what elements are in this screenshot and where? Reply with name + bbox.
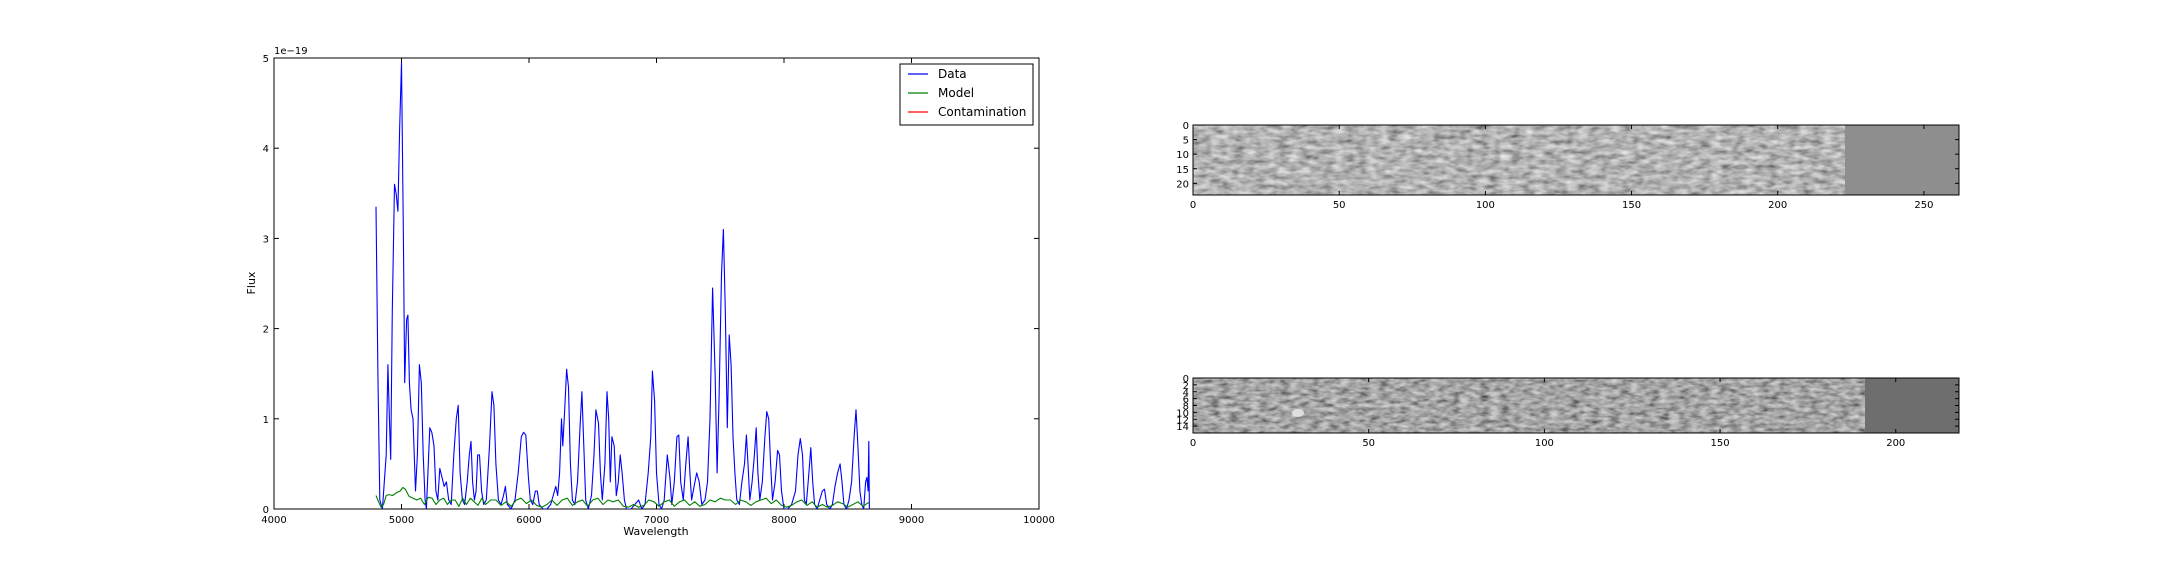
y-tick-label: 0 xyxy=(1183,121,1189,132)
y-tick-label: 0 xyxy=(263,505,269,516)
spectrum-x-axis-label: Wavelength xyxy=(623,525,688,538)
x-tick-label: 50 xyxy=(1333,200,1346,211)
legend-data-label: Data xyxy=(938,67,967,81)
spectrum-series xyxy=(375,61,870,509)
y-tick-label: 10 xyxy=(1176,408,1189,419)
y-tick-label: 2 xyxy=(1183,381,1189,392)
y-tick-label: 4 xyxy=(263,144,269,155)
y-tick-label: 8 xyxy=(1183,402,1189,413)
x-tick-label: 9000 xyxy=(899,515,924,526)
spectrum-axes-frame xyxy=(273,57,1040,510)
bottom-image-noise xyxy=(1193,378,1865,433)
x-tick-label: 150 xyxy=(1711,438,1730,449)
spectrum-legend: Data Model Contamination xyxy=(899,63,1034,126)
x-tick-label: 150 xyxy=(1622,200,1641,211)
spectrum-ticks: 4000 5000 6000 7000 8000 9000 10000 0 1 2 3 4 5 xyxy=(261,54,1055,526)
legend-contamination-label: Contamination xyxy=(938,105,1026,119)
y-tick-label: 15 xyxy=(1176,165,1189,176)
x-tick-label: 100 xyxy=(1535,438,1554,449)
legend-model-label: Model xyxy=(938,86,974,100)
y-tick-label: 2 xyxy=(263,325,269,336)
x-tick-label: 100 xyxy=(1476,200,1495,211)
x-tick-label: 50 xyxy=(1362,438,1375,449)
x-tick-label: 7000 xyxy=(644,515,669,526)
spectrum-y-axis-label: Flux xyxy=(245,271,258,294)
x-tick-label: 200 xyxy=(1886,438,1905,449)
y-tick-label: 3 xyxy=(263,234,269,245)
x-tick-label: 200 xyxy=(1768,200,1787,211)
top-image-frame xyxy=(1192,124,1960,196)
y-tick-label: 10 xyxy=(1176,150,1189,161)
y-tick-label: 14 xyxy=(1176,422,1189,433)
top-image-flat-region xyxy=(1845,125,1959,195)
spectrum-chart: 4000 5000 6000 7000 8000 9000 10000 0 1 2 3 4 5 1e−1… xyxy=(245,46,1055,538)
x-tick-label: 250 xyxy=(1914,200,1933,211)
y-tick-label: 20 xyxy=(1176,179,1189,190)
x-tick-label: 4000 xyxy=(261,515,286,526)
bottom-image-flat-region xyxy=(1865,378,1959,433)
x-tick-label: 5000 xyxy=(389,515,414,526)
x-tick-label: 8000 xyxy=(771,515,796,526)
top-image-noise xyxy=(1193,125,1845,195)
spectrum-2d-image-top: 0 50 100 150 200 250 0 5 10 15 20 xyxy=(1176,121,1960,211)
x-tick-label: 0 xyxy=(1190,200,1196,211)
y-tick-label: 5 xyxy=(1183,136,1189,147)
y-tick-label: 0 xyxy=(1183,374,1189,385)
y-tick-label: 12 xyxy=(1176,415,1189,426)
x-tick-label: 6000 xyxy=(516,515,541,526)
top-image-ticks: 0 50 100 150 200 250 0 5 10 15 20 xyxy=(1176,121,1959,211)
y-tick-label: 6 xyxy=(1183,395,1189,406)
y-tick-label: 1 xyxy=(263,415,269,426)
y-tick-label: 5 xyxy=(263,54,269,65)
x-tick-label: 10000 xyxy=(1023,515,1055,526)
series-line-model xyxy=(375,486,870,508)
spectrum-offset-text: 1e−19 xyxy=(274,46,308,57)
y-tick-label: 4 xyxy=(1183,388,1189,399)
bottom-image-bright-spot xyxy=(1292,409,1304,417)
x-tick-label: 0 xyxy=(1190,438,1196,449)
series-line-data xyxy=(375,61,870,509)
